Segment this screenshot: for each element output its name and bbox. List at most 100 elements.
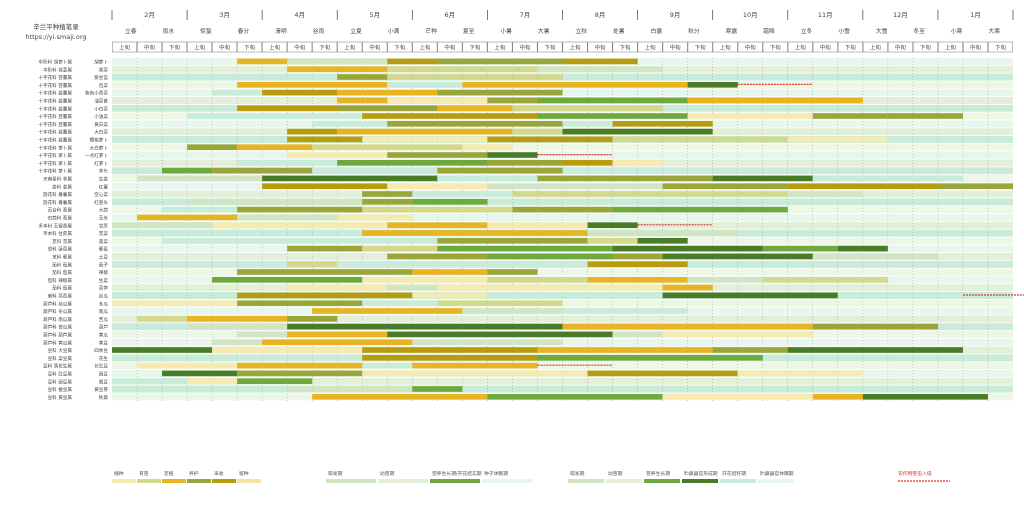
phase-bar (362, 206, 513, 213)
phase-bar (487, 269, 538, 275)
solar-term-label: 大雪 (876, 27, 888, 35)
phase-bar (712, 175, 813, 182)
phase-bar (812, 394, 863, 400)
period-cell (988, 41, 1013, 53)
period-label: 上旬 (494, 44, 506, 52)
phase-bar (562, 308, 688, 314)
phase-bar (562, 323, 663, 330)
period-label: 下旬 (770, 44, 782, 52)
legend-group1-label: 育苗 (139, 470, 149, 477)
phase-bar (812, 323, 938, 330)
crop-name-label: 樱桃萝卜 (90, 137, 109, 144)
legend-group1-label: 采收 (214, 470, 224, 477)
crop-name-label: 一点红萝卜 (85, 152, 108, 159)
crop-name-label: 油菜苔 (94, 98, 108, 105)
phase-bar (237, 105, 338, 111)
crop-family-label: 葫芦科 葫芦属 (43, 332, 72, 339)
phase-bar (237, 316, 288, 322)
crop-family-label: 葫芦科 黄瓜属 (43, 339, 72, 346)
period-label: 中旬 (219, 44, 231, 52)
phase-bar (512, 128, 563, 135)
period-cell (487, 41, 513, 53)
phase-bar (137, 175, 263, 182)
crop-name-label: 蚕豆 (99, 379, 109, 385)
phase-bar (587, 222, 638, 228)
phase-bar (387, 66, 538, 72)
crop-name-label: 南瓜 (99, 308, 109, 315)
phase-bar (712, 347, 788, 353)
phase-bar (387, 82, 463, 88)
legend-group3-label: 贮藏器官休眠期 (760, 470, 794, 477)
phase-bar (387, 97, 488, 104)
crop-name-label: 芋头 (99, 168, 109, 175)
phase-bar (387, 284, 438, 291)
phase-bar (662, 355, 763, 361)
row-background (112, 198, 1013, 206)
phase-bar (612, 206, 788, 213)
period-cell (762, 41, 788, 53)
crop-family-label: 百合科 葱属 (48, 207, 73, 214)
period-label: 上旬 (419, 44, 431, 52)
legend-group3-swatch (758, 479, 794, 483)
crop-family-label: 十字花科 萝卜属 (38, 160, 72, 167)
period-cell (537, 41, 563, 53)
phase-bar (437, 238, 588, 244)
crop-name-label: 紫色小青菜 (85, 90, 108, 97)
month-label: 2月 (144, 11, 155, 19)
phase-bar (137, 316, 188, 322)
period-cell (562, 41, 588, 53)
period-label: 中旬 (519, 44, 531, 52)
phase-bar (437, 245, 613, 252)
month-label: 5月 (369, 11, 380, 19)
legend-group1-label: 留种 (239, 470, 249, 477)
phase-bar (562, 82, 688, 88)
legend-group2-swatch (378, 479, 428, 483)
period-cell (862, 41, 888, 53)
phase-bar (612, 331, 663, 338)
phase-bar (362, 230, 488, 236)
phase-bar (412, 269, 488, 275)
phase-bar (237, 206, 363, 213)
phase-bar (337, 128, 513, 135)
phase-bar (662, 331, 813, 338)
legend-group2-swatch (326, 479, 376, 483)
crop-name-label: 冬瓜 (99, 300, 109, 307)
crop-family-label: 十字花科 芸薹属 (38, 74, 72, 81)
crop-name-label: 甘蔗 (99, 222, 109, 229)
crop-family-label: 禾本科 玉蜀黍属 (38, 222, 72, 229)
phase-bar (537, 370, 588, 377)
phase-bar (287, 331, 388, 338)
crop-name-label: 莴笋 (99, 285, 109, 292)
legend-group1-swatch (112, 479, 136, 483)
period-cell (337, 41, 363, 53)
phase-bar (412, 386, 463, 392)
phase-bar (512, 206, 613, 213)
period-label: 下旬 (695, 44, 707, 52)
crop-family-label: 十字花科 芸薹属 (38, 105, 72, 112)
phase-bar (287, 152, 388, 158)
period-label: 中旬 (369, 44, 381, 52)
period-label: 上旬 (945, 44, 957, 52)
phase-bar (187, 378, 238, 384)
period-label: 下旬 (845, 44, 857, 52)
crop-name-label: 黄瓜 (99, 332, 109, 339)
phase-bar (262, 339, 413, 345)
phase-bar (437, 89, 563, 96)
period-label: 下旬 (620, 44, 632, 52)
brand-title: 辛兰平种植笔录 (33, 23, 79, 31)
phase-bar (537, 97, 688, 104)
phase-bar (287, 261, 338, 267)
phase-bar (112, 222, 213, 228)
phase-bar (637, 191, 788, 197)
period-cell (462, 41, 488, 53)
legend-group3-swatch (720, 479, 756, 483)
phase-bar (287, 128, 338, 135)
phase-bar (237, 82, 388, 88)
phase-bar (287, 323, 463, 330)
phase-bar (412, 191, 513, 197)
phase-bar (587, 277, 688, 283)
phase-bar (462, 82, 563, 88)
phase-bar (487, 183, 663, 189)
month-label: 12月 (893, 11, 908, 19)
phase-bar (262, 183, 388, 189)
